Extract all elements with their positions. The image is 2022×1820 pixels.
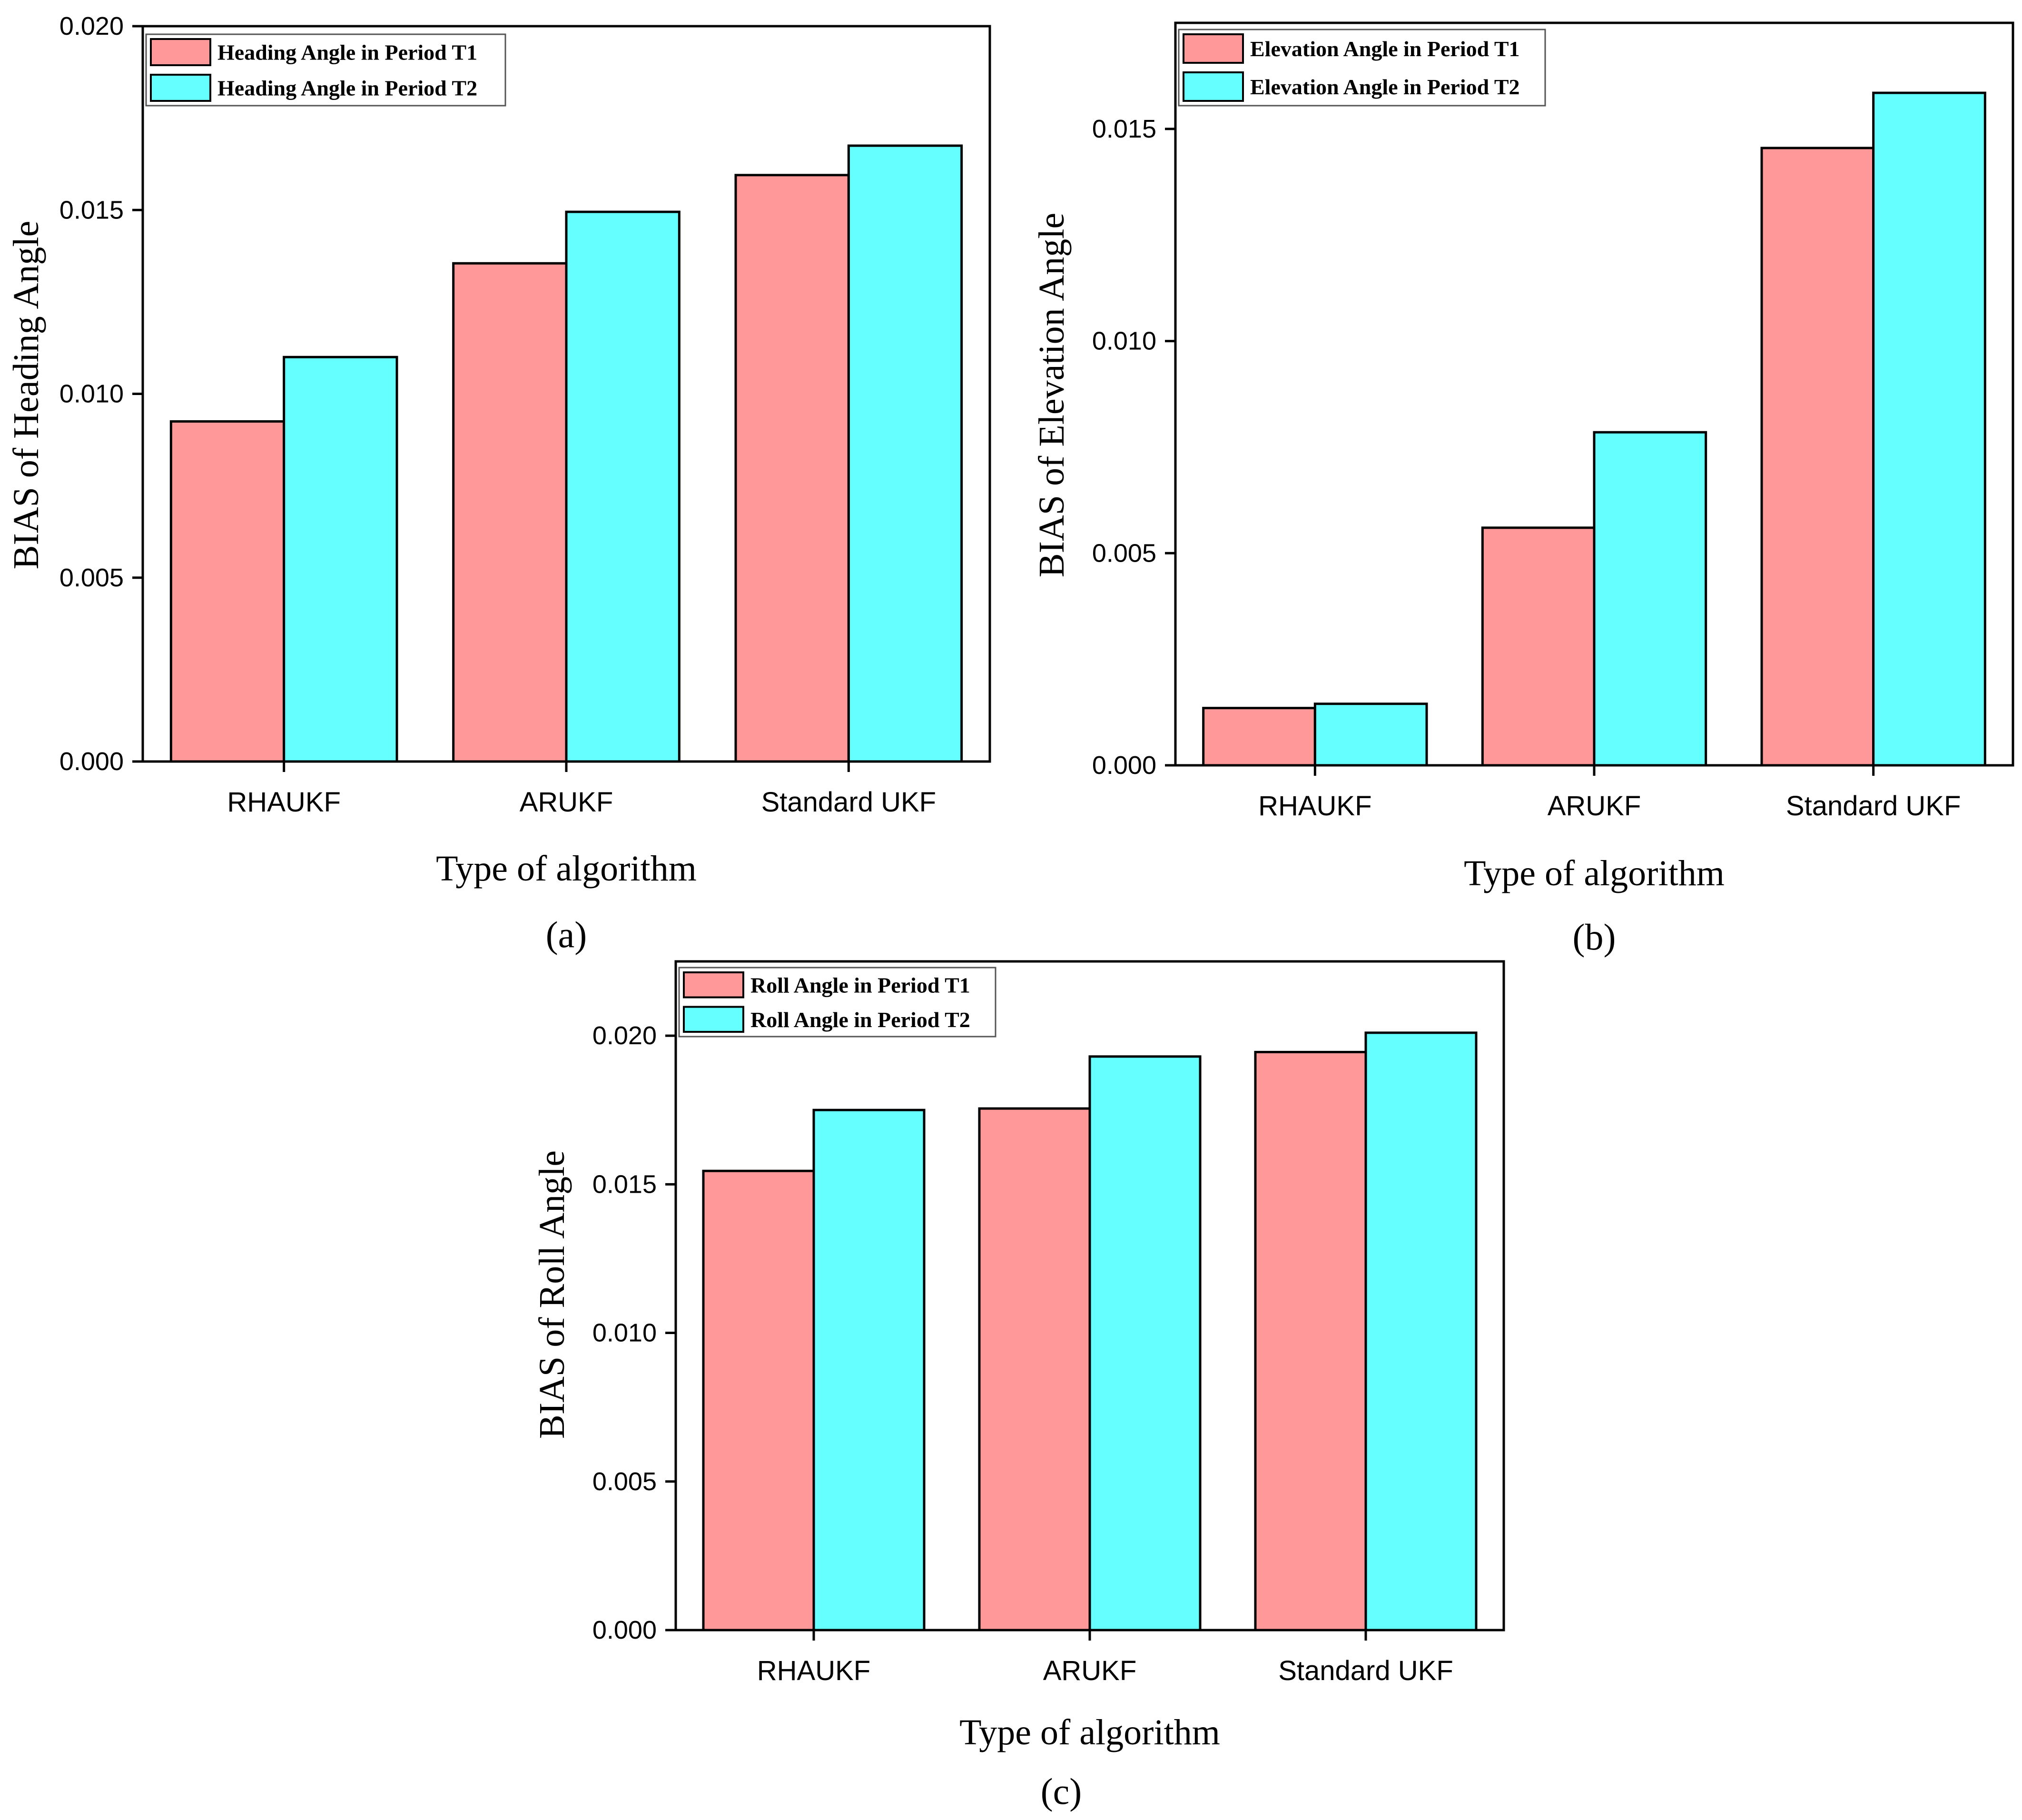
plot-frame-c bbox=[674, 960, 1505, 1632]
panel-label: (c) bbox=[1041, 1771, 1082, 1812]
chart-panel-c: RHAUKF ARUKF Standard UKF 0.000 0.005 0.010 0.… bbox=[532, 960, 1505, 1812]
legend-swatch-b-2 bbox=[1183, 71, 1244, 102]
y-tick-label: 0.000 bbox=[1092, 751, 1156, 780]
panel-label: (a) bbox=[546, 914, 587, 955]
y-tick-label: 0.005 bbox=[59, 564, 124, 592]
x-tick-label: Standard UKF bbox=[1786, 791, 1961, 821]
y-tick-label: 0.015 bbox=[59, 196, 124, 224]
legend-swatch-a-2 bbox=[150, 74, 211, 102]
bar-a-3-series-2 bbox=[847, 144, 963, 763]
legend-label: Roll Angle in Period T2 bbox=[750, 1008, 970, 1032]
bar-b-2-series-1 bbox=[1481, 526, 1596, 767]
legend-label: Elevation Angle in Period T2 bbox=[1250, 75, 1520, 99]
bar-c-2-series-2 bbox=[1088, 1055, 1202, 1632]
y-tick-label: 0.020 bbox=[59, 12, 124, 40]
bar-b-1-series-2 bbox=[1313, 702, 1428, 767]
x-tick-label: ARUKF bbox=[1043, 1655, 1137, 1686]
bar-c-1-series-2 bbox=[812, 1108, 926, 1632]
bar-b-3-series-2 bbox=[1872, 91, 1986, 767]
x-tick-label: RHAUKF bbox=[227, 787, 340, 818]
y-tick-label: 0.015 bbox=[592, 1170, 657, 1198]
plot-frame-b bbox=[1174, 21, 2014, 767]
y-tick-label: 0.005 bbox=[1092, 539, 1156, 567]
bar-c-2-series-1 bbox=[978, 1107, 1091, 1632]
chart-panel-a: RHAUKF ARUKF Standard UKF 0.000 0.005 0.010 0.… bbox=[6, 12, 991, 955]
x-axis-title: Type of algorithm bbox=[959, 1712, 1220, 1752]
x-axis-title: Type of algorithm bbox=[1464, 853, 1725, 893]
bar-a-2-series-2 bbox=[565, 210, 681, 763]
bar-b-3-series-1 bbox=[1760, 147, 1875, 767]
x-tick-label: RHAUKF bbox=[1258, 791, 1371, 821]
legend-label: Roll Angle in Period T1 bbox=[750, 973, 970, 997]
legend-swatch-a-1 bbox=[150, 38, 211, 66]
y-tick-label: 0.000 bbox=[59, 747, 124, 776]
legend-swatch-c-2 bbox=[683, 1006, 744, 1033]
chart-panel-b: RHAUKF ARUKF Standard UKF 0.000 0.005 0.010 0.… bbox=[1032, 21, 2014, 958]
bar-c-3-series-1 bbox=[1254, 1050, 1367, 1632]
legend-swatch-b-1 bbox=[1183, 33, 1244, 64]
bar-c-3-series-2 bbox=[1364, 1031, 1478, 1632]
y-axis-title: BIAS of Heading Angle bbox=[6, 221, 46, 569]
bar-a-2-series-1 bbox=[452, 262, 568, 763]
x-tick-label: Standard UKF bbox=[1278, 1655, 1453, 1686]
legend-label: Heading Angle in Period T2 bbox=[217, 76, 477, 100]
bar-a-1-series-2 bbox=[283, 356, 398, 763]
y-tick-label: 0.015 bbox=[1092, 115, 1156, 143]
x-tick-label: Standard UKF bbox=[761, 787, 937, 818]
x-tick-label: ARUKF bbox=[520, 787, 613, 818]
bar-b-2-series-2 bbox=[1593, 431, 1707, 767]
bar-c-1-series-1 bbox=[702, 1169, 815, 1632]
bar-a-3-series-1 bbox=[734, 174, 850, 763]
x-tick-label: ARUKF bbox=[1548, 791, 1641, 821]
y-tick-label: 0.010 bbox=[59, 380, 124, 408]
legend-swatch-c-1 bbox=[683, 971, 744, 999]
y-tick-label: 0.005 bbox=[592, 1467, 657, 1496]
bar-a-1-series-1 bbox=[169, 420, 286, 763]
y-tick-label: 0.010 bbox=[592, 1319, 657, 1347]
x-tick-label: RHAUKF bbox=[757, 1655, 870, 1686]
y-axis-title: BIAS of Roll Angle bbox=[532, 1150, 572, 1439]
x-axis-title: Type of algorithm bbox=[436, 849, 697, 889]
legend-label: Heading Angle in Period T1 bbox=[217, 40, 477, 65]
y-tick-label: 0.020 bbox=[592, 1021, 657, 1050]
y-axis-title: BIAS of Elevation Angle bbox=[1032, 213, 1072, 577]
y-tick-label: 0.010 bbox=[1092, 327, 1156, 356]
bar-b-1-series-1 bbox=[1202, 707, 1316, 767]
panel-label: (b) bbox=[1573, 916, 1616, 958]
y-tick-label: 0.000 bbox=[592, 1616, 657, 1644]
legend-label: Elevation Angle in Period T1 bbox=[1250, 37, 1520, 61]
